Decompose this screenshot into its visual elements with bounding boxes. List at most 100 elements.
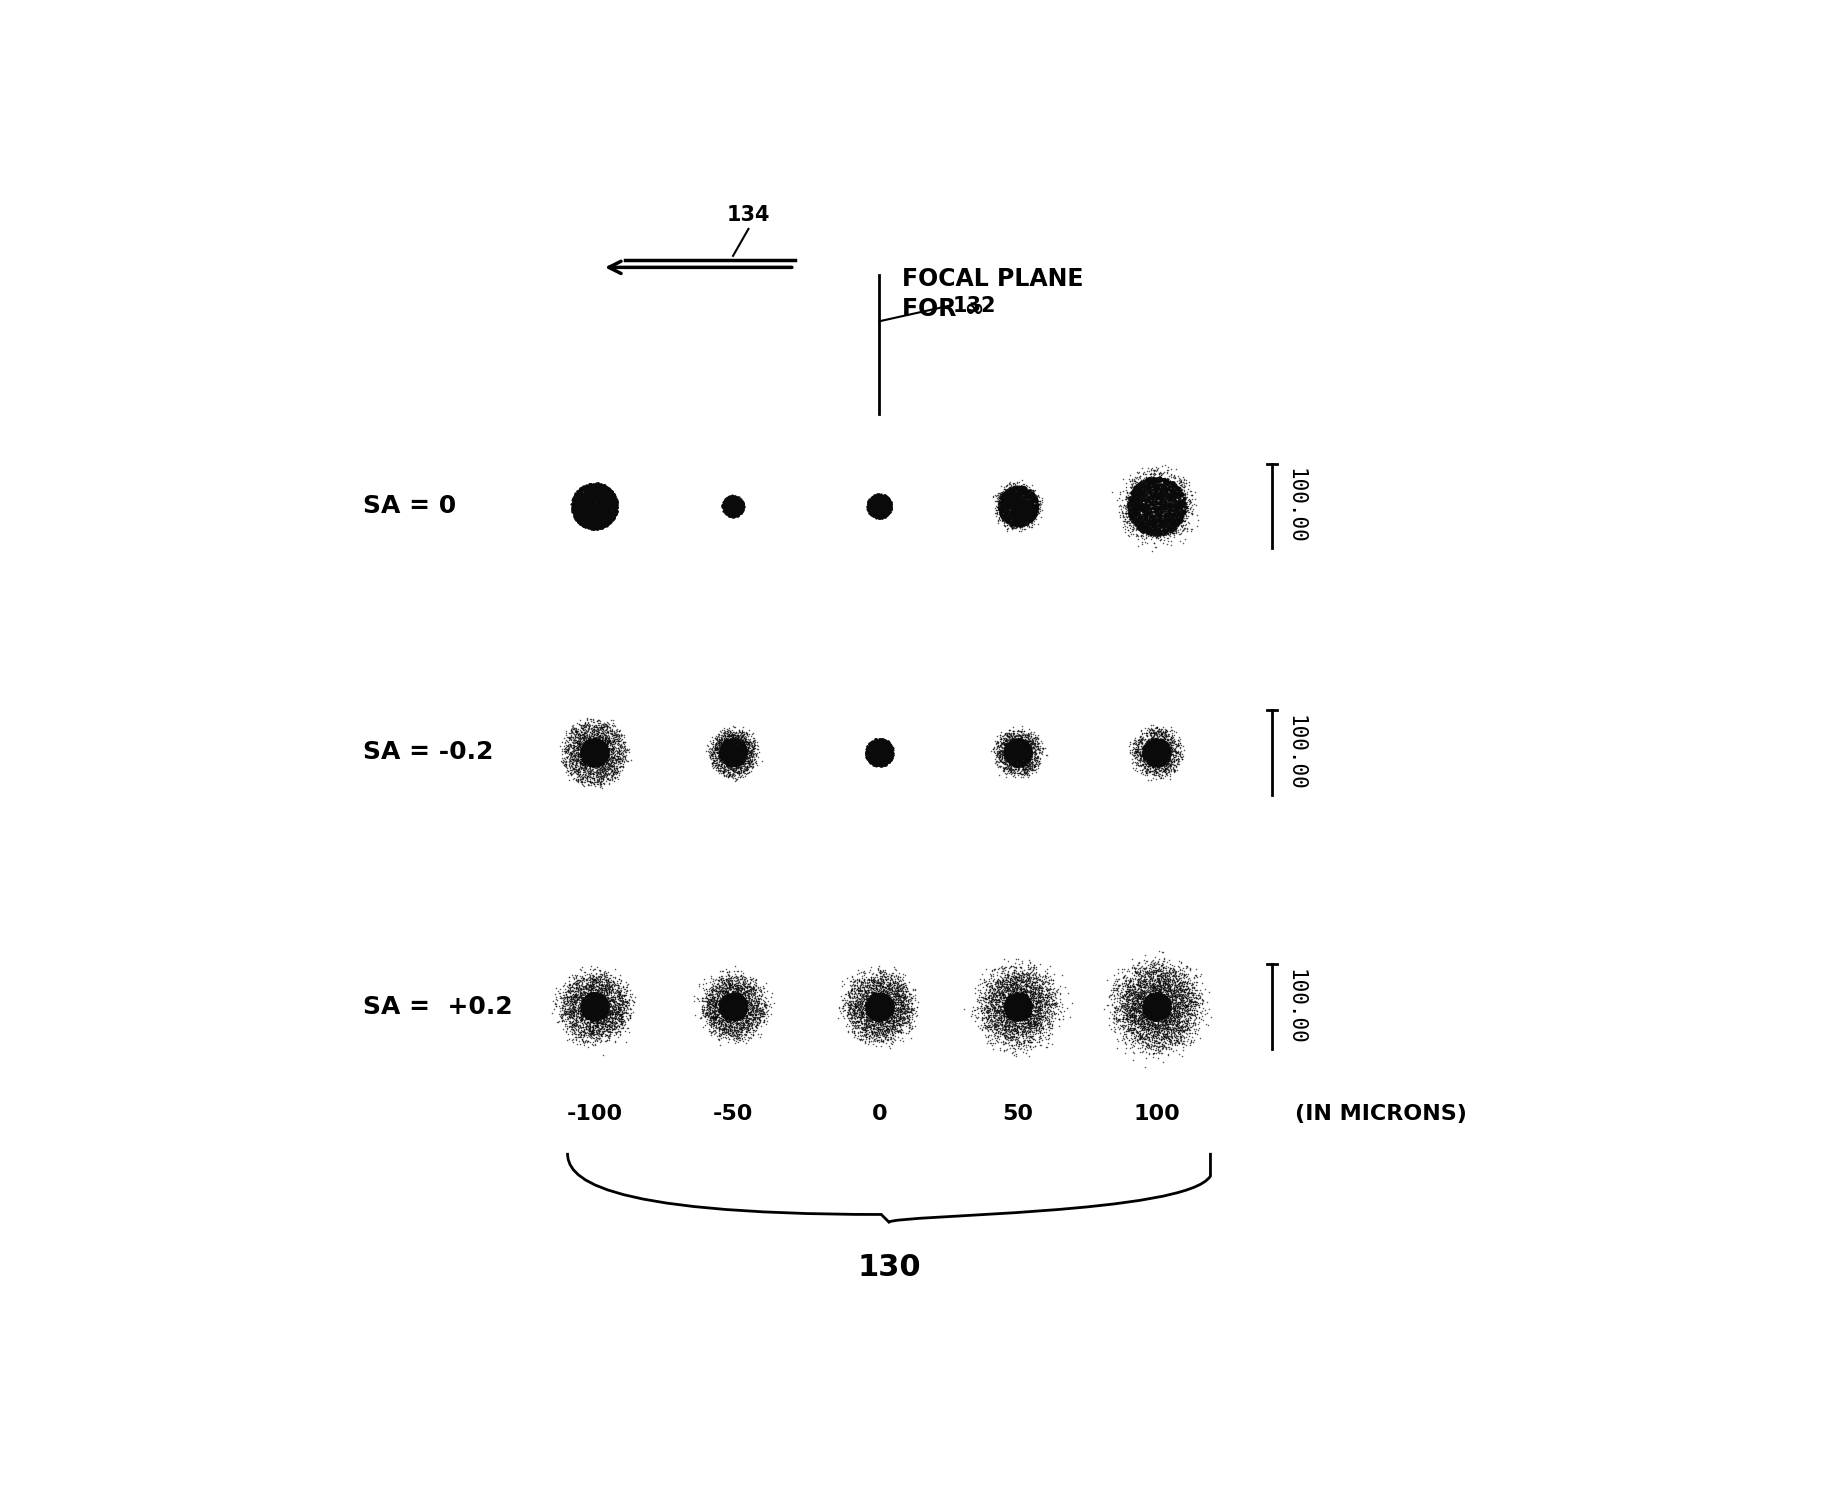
Point xyxy=(1121,485,1150,510)
Point xyxy=(1147,966,1176,990)
Point xyxy=(585,1004,614,1028)
Point xyxy=(997,479,1026,504)
Point xyxy=(1145,466,1174,490)
Point xyxy=(589,1006,618,1030)
Point xyxy=(875,998,904,1022)
Point xyxy=(984,497,1014,522)
Point xyxy=(600,767,629,791)
Point xyxy=(877,984,906,1009)
Point xyxy=(600,1006,629,1030)
Point xyxy=(727,752,757,776)
Point xyxy=(572,983,602,1007)
Point xyxy=(848,969,877,993)
Point xyxy=(893,987,922,1012)
Point xyxy=(1004,747,1034,771)
Point xyxy=(1138,1003,1167,1027)
Point xyxy=(1127,977,1156,1001)
Point xyxy=(715,975,744,999)
Point xyxy=(706,744,735,768)
Point xyxy=(574,505,603,529)
Point xyxy=(605,980,634,1004)
Point xyxy=(879,1010,908,1034)
Point xyxy=(1014,478,1043,502)
Point xyxy=(1136,736,1165,761)
Point xyxy=(1030,742,1059,767)
Point xyxy=(571,1003,600,1027)
Point xyxy=(589,721,618,745)
Point xyxy=(592,487,622,511)
Point xyxy=(886,990,915,1015)
Point xyxy=(1148,505,1178,529)
Point xyxy=(600,485,629,510)
Point xyxy=(591,738,620,762)
Point xyxy=(731,744,760,768)
Point xyxy=(1096,992,1125,1016)
Point xyxy=(862,741,891,765)
Point xyxy=(1141,957,1170,981)
Point xyxy=(722,1015,751,1039)
Point xyxy=(1023,496,1052,520)
Point xyxy=(713,752,742,776)
Point xyxy=(990,735,1019,759)
Point xyxy=(1114,494,1143,519)
Point xyxy=(1010,1015,1039,1039)
Point xyxy=(853,993,882,1018)
Point xyxy=(578,998,607,1022)
Point xyxy=(1127,1006,1156,1030)
Point xyxy=(1139,978,1169,1003)
Point xyxy=(999,1043,1028,1067)
Point xyxy=(707,759,736,783)
Point xyxy=(587,987,616,1012)
Point xyxy=(1019,753,1048,777)
Point xyxy=(844,978,873,1003)
Point xyxy=(552,730,582,755)
Point xyxy=(1023,493,1052,517)
Point xyxy=(718,989,747,1013)
Point xyxy=(1165,1010,1194,1034)
Point xyxy=(572,481,602,505)
Point xyxy=(860,739,890,764)
Point xyxy=(1158,1021,1187,1045)
Point xyxy=(988,998,1017,1022)
Point xyxy=(1159,1009,1189,1033)
Point xyxy=(1141,745,1170,770)
Point xyxy=(1148,730,1178,755)
Point xyxy=(720,736,749,761)
Point xyxy=(864,992,893,1016)
Point xyxy=(842,1003,871,1027)
Point xyxy=(1117,475,1147,499)
Point xyxy=(860,993,890,1018)
Point xyxy=(713,733,742,758)
Point xyxy=(744,989,773,1013)
Point xyxy=(1037,983,1066,1007)
Point xyxy=(1008,1021,1037,1045)
Point xyxy=(999,729,1028,753)
Point xyxy=(1138,995,1167,1019)
Point xyxy=(1161,499,1190,523)
Point xyxy=(1015,729,1045,753)
Point xyxy=(583,748,613,773)
Point xyxy=(1138,998,1167,1022)
Point xyxy=(844,1004,873,1028)
Point xyxy=(1141,1021,1170,1045)
Point xyxy=(1158,1009,1187,1033)
Point xyxy=(1014,499,1043,523)
Point xyxy=(1006,484,1035,508)
Point xyxy=(592,977,622,1001)
Point xyxy=(567,742,596,767)
Point xyxy=(1004,741,1034,765)
Point xyxy=(1174,1033,1203,1057)
Point xyxy=(1121,960,1150,984)
Point xyxy=(565,1003,594,1027)
Point xyxy=(578,983,607,1007)
Point xyxy=(1014,499,1043,523)
Point xyxy=(567,507,596,531)
Point xyxy=(875,987,904,1012)
Point xyxy=(729,998,758,1022)
Point xyxy=(592,490,622,514)
Point xyxy=(994,962,1023,986)
Point xyxy=(1152,987,1181,1012)
Point xyxy=(1147,496,1176,520)
Point xyxy=(582,732,611,756)
Point xyxy=(864,995,893,1019)
